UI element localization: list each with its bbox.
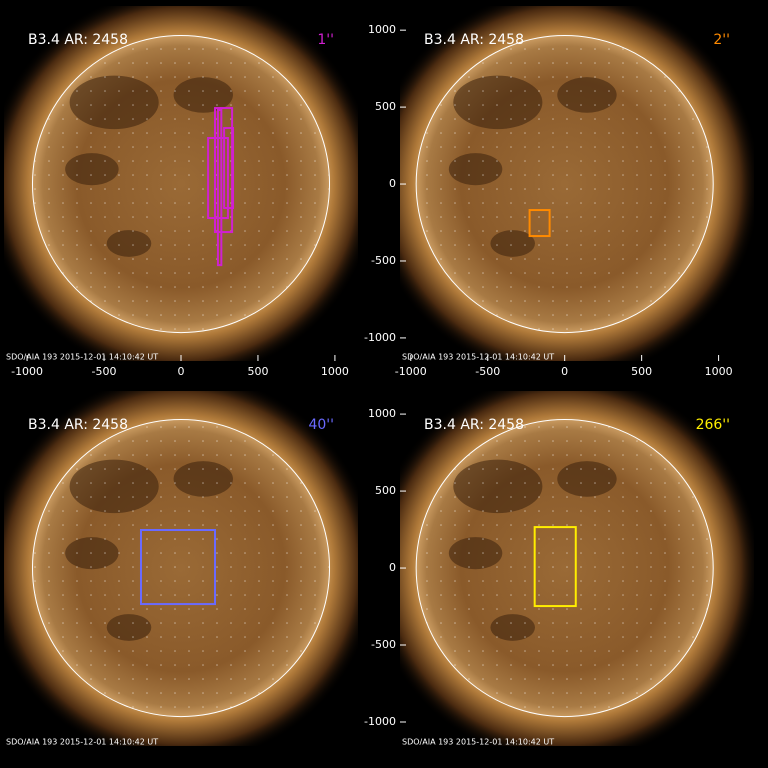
limb bbox=[31, 35, 331, 334]
panel-title: B3.4 AR: 2458 bbox=[28, 32, 128, 48]
x-tick-label: -1000 bbox=[11, 365, 43, 378]
limb bbox=[31, 419, 331, 718]
cadence-label: 2'' bbox=[713, 32, 730, 48]
y-tick-label: 1000 bbox=[368, 407, 396, 420]
y-tick-label: -500 bbox=[371, 638, 396, 651]
y-tick-label: 1000 bbox=[368, 23, 396, 36]
panel-image bbox=[4, 391, 358, 746]
grid-dots bbox=[416, 419, 714, 717]
x-tick-label: 0 bbox=[178, 365, 185, 378]
footer: SDO/AIA 193 2015-12-01 14:10:42 UT bbox=[402, 353, 554, 362]
x-tick-label: 500 bbox=[247, 365, 268, 378]
region-box bbox=[223, 127, 235, 210]
limb bbox=[415, 35, 714, 334]
panel: B3.4 AR: 2458 2'' SDO/AIA 193 2015-12-01 1… bbox=[364, 6, 754, 378]
y-tick-label: 500 bbox=[375, 100, 396, 113]
x-tick-label: 500 bbox=[631, 365, 652, 378]
limb bbox=[415, 419, 714, 718]
panel: B3.4 AR: 2458 40'' SDO/AIA 193 2015-12-01 … bbox=[4, 391, 358, 747]
region-box bbox=[533, 526, 577, 608]
panel-title: B3.4 AR: 2458 bbox=[28, 417, 128, 433]
panel-image bbox=[400, 6, 754, 361]
grid-dots bbox=[32, 419, 330, 717]
grid-dots bbox=[416, 35, 714, 333]
y-tick-label: 0 bbox=[389, 177, 396, 190]
y-tick-label: 500 bbox=[375, 484, 396, 497]
footer: SDO/AIA 193 2015-12-01 14:10:42 UT bbox=[6, 353, 158, 362]
grid-dots bbox=[32, 35, 330, 333]
region-box bbox=[528, 209, 551, 238]
panel-title: B3.4 AR: 2458 bbox=[424, 32, 524, 48]
footer: SDO/AIA 193 2015-12-01 14:10:42 UT bbox=[402, 738, 554, 747]
region-box bbox=[139, 529, 217, 606]
region-box bbox=[216, 109, 223, 267]
cadence-label: 40'' bbox=[308, 417, 334, 433]
footer: SDO/AIA 193 2015-12-01 14:10:42 UT bbox=[6, 738, 158, 747]
y-tick-label: -500 bbox=[371, 254, 396, 267]
x-tick-label: 1000 bbox=[321, 365, 349, 378]
y-tick-label: 0 bbox=[389, 561, 396, 574]
x-tick-label: 0 bbox=[561, 365, 568, 378]
y-tick-label: -1000 bbox=[364, 331, 396, 344]
x-tick-label: -500 bbox=[475, 365, 500, 378]
x-tick-label: -500 bbox=[92, 365, 117, 378]
panel: B3.4 AR: 2458 266'' SDO/AIA 193 2015-12-01… bbox=[364, 391, 754, 747]
panel: B3.4 AR: 2458 1'' SDO/AIA 193 2015-12-01 1… bbox=[4, 6, 358, 378]
cadence-label: 1'' bbox=[317, 32, 334, 48]
y-tick-label: -1000 bbox=[364, 715, 396, 728]
x-tick-label: -1000 bbox=[395, 365, 427, 378]
panel-title: B3.4 AR: 2458 bbox=[424, 417, 524, 433]
cadence-label: 266'' bbox=[696, 417, 730, 433]
panel-image bbox=[4, 6, 358, 361]
x-tick-label: 1000 bbox=[705, 365, 733, 378]
panel-image bbox=[400, 391, 754, 746]
